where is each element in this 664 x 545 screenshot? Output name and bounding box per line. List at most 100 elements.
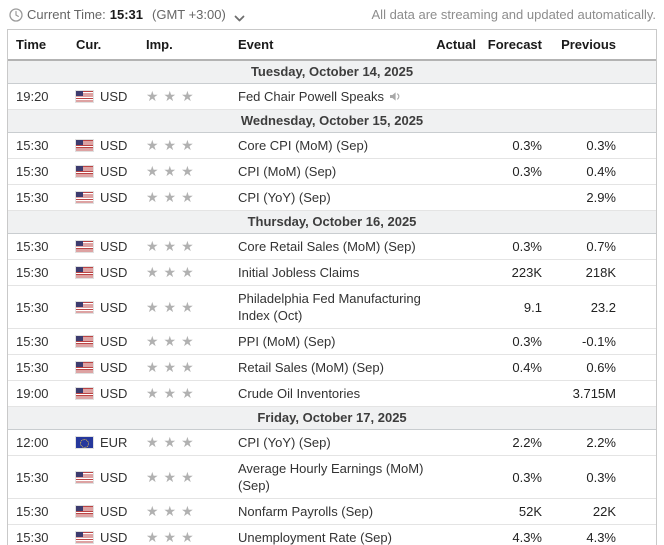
us-flag-icon — [76, 362, 93, 373]
previous-value: 0.6% — [586, 360, 616, 375]
event-name[interactable]: Nonfarm Payrolls (Sep) — [238, 504, 374, 519]
currency-code: USD — [100, 334, 128, 349]
currency-code: USD — [100, 265, 128, 280]
importance-stars: ★★★ — [146, 503, 199, 519]
previous-value — [542, 93, 616, 101]
event-name[interactable]: Core CPI (MoM) (Sep) — [238, 138, 369, 153]
currency-code: USD — [100, 190, 128, 205]
day-label: Wednesday, October 15, 2025 — [240, 113, 424, 128]
table-row: 15:30 USD ★★★ Philadelphia Fed Manufactu… — [8, 286, 656, 329]
current-time-label: Current Time: — [27, 7, 106, 22]
actual-value — [430, 439, 476, 447]
us-flag-icon — [76, 506, 93, 517]
currency-cell: USD — [76, 185, 146, 210]
event-name[interactable]: Philadelphia Fed Manufacturing Index (Oc… — [238, 291, 421, 323]
previous-value: 0.7% — [586, 239, 616, 254]
event-time: 15:30 — [16, 504, 49, 519]
forecast-value — [476, 194, 542, 202]
previous-value: 2.2% — [586, 435, 616, 450]
importance-stars: ★★★ — [146, 189, 199, 205]
forecast-value — [476, 390, 542, 398]
forecast-value: 223K — [511, 265, 542, 280]
previous-value: 0.3% — [586, 138, 616, 153]
col-header-importance: Imp. — [146, 37, 173, 52]
us-flag-icon — [76, 192, 93, 203]
event-cell: CPI (YoY) (Sep) — [238, 430, 430, 455]
forecast-value: 4.3% — [512, 530, 542, 545]
currency-code: USD — [100, 469, 128, 485]
forecast-value: 9.1 — [523, 299, 542, 315]
us-flag-icon — [76, 336, 93, 347]
actual-value — [430, 338, 476, 346]
actual-value — [430, 194, 476, 202]
forecast-value: 2.2% — [512, 435, 542, 450]
economic-calendar-table: Time Cur. Imp. Event Actual Forecast Pre… — [7, 29, 657, 545]
importance-stars: ★★★ — [146, 238, 199, 254]
col-header-time: Time — [16, 37, 47, 52]
event-name[interactable]: Unemployment Rate (Sep) — [238, 530, 392, 545]
currency-cell: USD — [76, 525, 146, 545]
currency-cell: USD — [76, 465, 146, 490]
event-name[interactable]: CPI (YoY) (Sep) — [238, 435, 331, 450]
speaker-icon — [389, 89, 402, 101]
clock-icon — [9, 7, 23, 22]
actual-value — [430, 93, 476, 101]
event-time: 15:30 — [16, 360, 49, 375]
event-name[interactable]: Retail Sales (MoM) (Sep) — [238, 360, 384, 375]
currency-code: USD — [100, 360, 128, 375]
event-time: 15:30 — [16, 239, 49, 254]
event-name[interactable]: CPI (YoY) (Sep) — [238, 190, 331, 205]
event-name[interactable]: PPI (MoM) (Sep) — [238, 334, 336, 349]
currency-cell: USD — [76, 499, 146, 524]
day-separator-row: Wednesday, October 15, 2025 — [8, 110, 656, 133]
table-row: 19:20 USD ★★★ Fed Chair Powell Speaks — [8, 84, 656, 110]
col-header-forecast: Forecast — [487, 37, 542, 52]
event-name[interactable]: Core Retail Sales (MoM) (Sep) — [238, 239, 416, 254]
timezone-value: (GMT +3:00) — [152, 7, 226, 22]
topbar: Current Time: 15:31 (GMT +3:00) All data… — [0, 0, 664, 29]
importance-stars: ★★★ — [146, 163, 199, 179]
importance-stars: ★★★ — [146, 434, 199, 450]
actual-value — [430, 364, 476, 372]
event-name[interactable]: Fed Chair Powell Speaks — [238, 89, 384, 104]
event-time: 15:30 — [16, 530, 49, 545]
actual-value — [430, 473, 476, 481]
importance-stars: ★★★ — [146, 529, 199, 545]
currency-code: USD — [100, 164, 128, 179]
previous-value: 2.9% — [586, 190, 616, 205]
event-time: 15:30 — [16, 138, 49, 153]
forecast-value: 0.3% — [512, 164, 542, 179]
chevron-down-icon[interactable] — [234, 11, 245, 21]
currency-cell: USD — [76, 355, 146, 380]
event-name[interactable]: Average Hourly Earnings (MoM) (Sep) — [238, 461, 424, 493]
current-time-value: 15:31 — [109, 7, 143, 22]
event-cell: Crude Oil Inventories — [238, 381, 430, 406]
day-label: Thursday, October 16, 2025 — [247, 214, 417, 229]
us-flag-icon — [76, 301, 93, 313]
eu-flag-icon — [76, 437, 93, 448]
forecast-value: 52K — [518, 504, 542, 519]
previous-value: 3.715M — [572, 386, 616, 401]
previous-value: -0.1% — [582, 334, 616, 349]
event-time: 19:20 — [16, 89, 49, 104]
event-cell: CPI (MoM) (Sep) — [238, 159, 430, 184]
event-time: 12:00 — [16, 435, 49, 450]
table-header-row: Time Cur. Imp. Event Actual Forecast Pre… — [8, 30, 656, 61]
event-name[interactable]: CPI (MoM) (Sep) — [238, 164, 337, 179]
us-flag-icon — [76, 91, 93, 102]
actual-value — [430, 269, 476, 277]
previous-value: 218K — [585, 265, 616, 280]
event-name[interactable]: Initial Jobless Claims — [238, 265, 360, 280]
currency-code: USD — [100, 89, 128, 104]
timezone-selector[interactable]: Current Time: 15:31 (GMT +3:00) — [9, 7, 245, 22]
calendar-body: Tuesday, October 14, 2025 19:20 USD ★★★ … — [8, 61, 656, 545]
importance-stars: ★★★ — [146, 264, 199, 280]
us-flag-icon — [76, 267, 93, 278]
event-name[interactable]: Crude Oil Inventories — [238, 386, 361, 401]
currency-cell: USD — [76, 159, 146, 184]
col-header-event: Event — [238, 37, 274, 52]
us-flag-icon — [76, 532, 93, 543]
event-time: 15:30 — [16, 164, 49, 179]
importance-stars: ★★★ — [146, 88, 199, 104]
table-row: 15:30 USD ★★★ CPI (YoY) (Sep) 2.9% — [8, 185, 656, 211]
